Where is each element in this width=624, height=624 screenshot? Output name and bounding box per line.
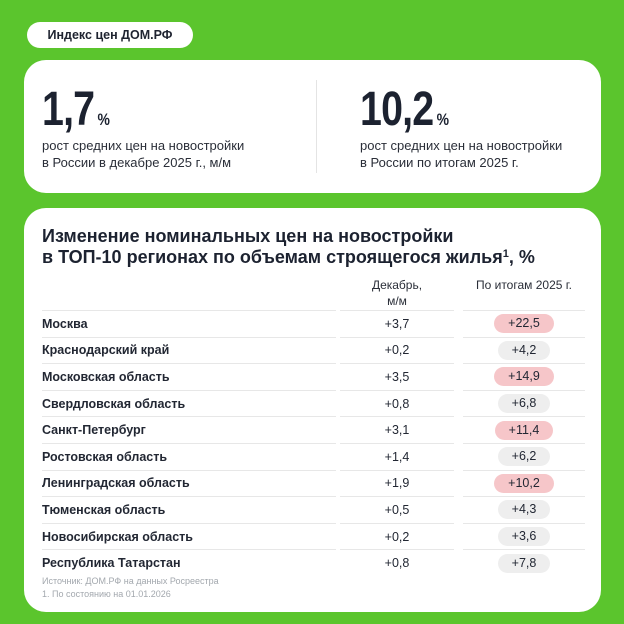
stat-unit: %: [436, 110, 450, 129]
region-name: Московская область: [42, 363, 336, 390]
year-change-cell: +4,2: [463, 336, 585, 364]
price-table-card: Изменение номинальных цен на новостройки…: [24, 208, 601, 612]
table-row: Краснодарский край +0,2 +4,2: [42, 336, 585, 364]
december-change: +3,5: [340, 363, 454, 390]
column-header-year-label: По итогам 2025 г.: [475, 278, 573, 292]
december-change: +3,1: [340, 416, 454, 443]
table-title-line-2: в ТОП-10 регионах по объемам строящегося…: [42, 247, 535, 268]
column-header-year: По итогам 2025 г.: [463, 277, 585, 309]
region-name: Новосибирская область: [42, 522, 336, 550]
year-change-pill-highlighted: +14,9: [494, 367, 554, 387]
year-change-pill: +6,2: [497, 447, 551, 467]
year-change-pill-highlighted: +22,5: [494, 314, 554, 334]
stat-december: 1,7% рост средних цен на новостройки в Р…: [42, 60, 302, 193]
footnote-mark: 1: [502, 247, 509, 260]
region-name: Ленинградская область: [42, 469, 336, 497]
stat-caption: рост средних цен на новостройки в России…: [42, 137, 244, 171]
december-change: +0,2: [340, 522, 454, 550]
table-row: Санкт-Петербург +3,1 +11,4: [42, 416, 585, 443]
region-name: Москва: [42, 310, 336, 337]
year-change-pill: +6,8: [497, 394, 551, 414]
region-name: Свердловская область: [42, 389, 336, 417]
key-stats-card: 1,7% рост средних цен на новостройки в Р…: [24, 60, 601, 193]
year-change-pill-highlighted: +11,4: [494, 420, 554, 440]
column-header-december-line-1: Декабрь,: [371, 278, 423, 292]
table-body: Москва +3,7 +22,5 Краснодарский край +0,2 +4,…: [42, 310, 585, 576]
region-name: Краснодарский край: [42, 336, 336, 364]
table-row: Новосибирская область +0,2 +3,6: [42, 522, 585, 550]
region-name: Республика Татарстан: [42, 549, 336, 576]
year-change-pill-highlighted: +10,2: [494, 473, 554, 493]
stat-unit: %: [97, 110, 110, 129]
table-title: Изменение номинальных цен на новостройки…: [42, 226, 535, 268]
column-header-december: Декабрь, м/м: [340, 277, 454, 309]
region-name: Тюменская область: [42, 496, 336, 523]
stat-number: 1,7: [42, 83, 95, 136]
december-change: +3,7: [340, 310, 454, 337]
december-change: +1,4: [340, 442, 454, 470]
year-change-cell: +10,2: [463, 469, 585, 497]
stat-caption-line: в России по итогам 2025 г.: [360, 155, 519, 170]
year-change-pill: +4,3: [497, 500, 551, 520]
table-row: Свердловская область +0,8 +6,8: [42, 389, 585, 417]
year-change-pill: +3,6: [497, 527, 551, 547]
table-header: Декабрь, м/м По итогам 2025 г.: [42, 277, 585, 309]
year-change-pill: +4,2: [497, 340, 551, 360]
stat-caption-line: рост средних цен на новостройки: [360, 138, 563, 153]
year-change-pill: +7,8: [497, 553, 551, 573]
region-name: Санкт-Петербург: [42, 416, 336, 443]
table-title-line-2-text: в ТОП-10 регионах по объемам строящегося…: [42, 247, 503, 267]
december-change: +0,2: [340, 336, 454, 364]
column-header-region: [42, 277, 336, 309]
december-change: +1,9: [340, 469, 454, 497]
index-badge: Индекс цен ДОМ.РФ: [27, 22, 193, 48]
year-change-cell: +7,8: [463, 549, 585, 576]
year-change-cell: +4,3: [463, 496, 585, 523]
region-name: Ростовская область: [42, 442, 336, 470]
december-change: +0,8: [340, 389, 454, 417]
year-change-cell: +22,5: [463, 310, 585, 337]
year-change-cell: +14,9: [463, 363, 585, 390]
stat-number: 10,2: [360, 83, 434, 136]
stat-year: 10,2% рост средних цен на новостройки в …: [360, 60, 620, 193]
column-header-december-line-2: м/м: [387, 294, 407, 308]
footnote-1: 1. По состоянию на 01.01.2026: [42, 589, 171, 599]
december-change: +0,8: [340, 549, 454, 576]
stats-divider: [316, 80, 317, 173]
table-title-unit: , %: [508, 247, 535, 267]
source-note: Источник: ДОМ.РФ на данных Росреестра: [42, 576, 219, 586]
stat-value: 1,7%: [42, 86, 110, 134]
table-row: Москва +3,7 +22,5: [42, 310, 585, 337]
stat-caption-line: в России в декабре 2025 г., м/м: [42, 155, 232, 170]
stat-value: 10,2%: [360, 86, 449, 134]
year-change-cell: +11,4: [463, 416, 585, 443]
stat-caption-line: рост средних цен на новостройки: [42, 138, 245, 153]
year-change-cell: +6,8: [463, 389, 585, 417]
year-change-cell: +3,6: [463, 522, 585, 550]
december-change: +0,5: [340, 496, 454, 523]
table-title-line-1: Изменение номинальных цен на новостройки: [42, 226, 454, 246]
table-row: Тюменская область +0,5 +4,3: [42, 496, 585, 523]
footnotes: Источник: ДОМ.РФ на данных Росреестра 1.…: [42, 575, 219, 601]
table-row: Ростовская область +1,4 +6,2: [42, 442, 585, 470]
table-row: Московская область +3,5 +14,9: [42, 363, 585, 390]
year-change-cell: +6,2: [463, 442, 585, 470]
table-row: Ленинградская область +1,9 +10,2: [42, 469, 585, 497]
stat-caption: рост средних цен на новостройки в России…: [360, 137, 562, 171]
table-row: Республика Татарстан +0,8 +7,8: [42, 549, 585, 576]
